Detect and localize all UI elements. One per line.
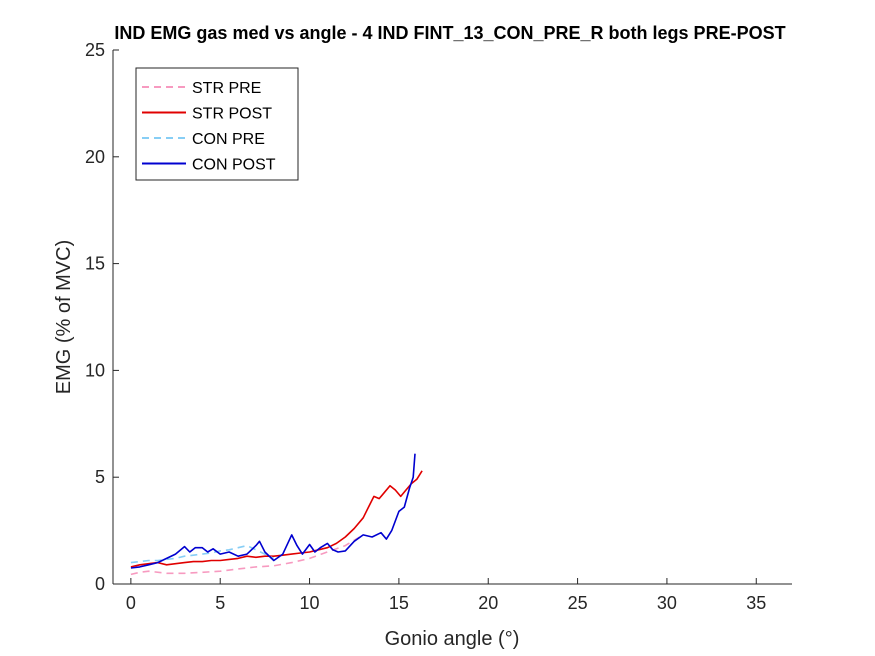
legend: STR PRE STR POST CON PRE CON POST xyxy=(135,67,299,181)
legend-label: STR PRE xyxy=(192,80,261,97)
y-ticks: 0 5 10 15 20 25 xyxy=(85,40,119,594)
y-tick-label: 0 xyxy=(95,574,105,594)
y-tick-label: 10 xyxy=(85,360,105,380)
x-tick-label: 0 xyxy=(126,593,136,613)
series-line-str-post xyxy=(130,470,423,568)
x-tick-label: 20 xyxy=(478,593,498,613)
legend-box xyxy=(135,67,299,181)
series-line-con-pre xyxy=(130,544,275,564)
plot-area xyxy=(130,453,423,576)
x-tick-label: 25 xyxy=(568,593,588,613)
y-axis-title: EMG (% of MVC) xyxy=(53,240,75,394)
legend-label: STR POST xyxy=(192,106,272,123)
x-tick-label: 30 xyxy=(657,593,677,613)
y-tick-label: 5 xyxy=(95,467,105,487)
legend-label: CON PRE xyxy=(192,131,265,148)
y-tick-label: 15 xyxy=(85,254,105,274)
axes xyxy=(112,50,792,585)
x-tick-label: 15 xyxy=(389,593,409,613)
x-axis-title: Gonio angle (°) xyxy=(385,628,520,650)
x-tick-label: 5 xyxy=(215,593,225,613)
series-line-str-pre xyxy=(130,536,361,576)
x-ticks: 0 5 10 15 20 25 30 35 xyxy=(126,578,766,613)
x-tick-label: 10 xyxy=(300,593,320,613)
legend-label: CON POST xyxy=(192,157,276,174)
chart-title: IND EMG gas med vs angle - 4 IND FINT_13… xyxy=(114,23,785,43)
y-tick-label: 20 xyxy=(85,147,105,167)
series-line-con-post xyxy=(130,453,416,569)
y-tick-label: 25 xyxy=(85,40,105,60)
x-tick-label: 35 xyxy=(746,593,766,613)
